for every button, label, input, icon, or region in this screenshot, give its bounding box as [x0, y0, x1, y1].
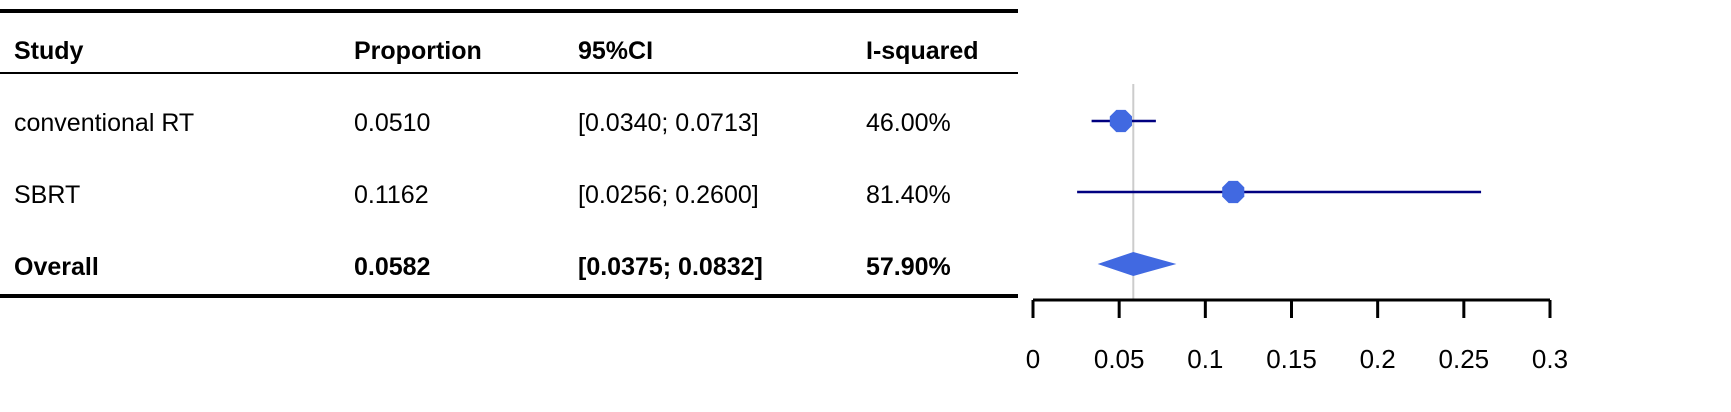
row-conventional-i2: 46.00%: [866, 109, 951, 137]
point-estimate-conventional-rt: [1109, 109, 1132, 133]
x-tick-label-4: 0.2: [1360, 344, 1396, 374]
table-top-rule: [0, 9, 1018, 13]
row-overall-i2: 57.90%: [866, 253, 951, 281]
row-overall-study: Overall: [14, 253, 99, 281]
x-tick-label-0: 0: [1026, 344, 1040, 374]
row-overall-proportion: 0.0582: [354, 253, 431, 281]
row-sbrt-study: SBRT: [14, 181, 81, 209]
row-sbrt-i2: 81.40%: [866, 181, 951, 209]
header-study: Study: [14, 37, 84, 65]
x-tick-label-5: 0.25: [1439, 344, 1490, 374]
header-i-squared: I-squared: [866, 37, 979, 65]
header-proportion: Proportion: [354, 37, 482, 65]
table-bottom-rule: [0, 294, 1018, 298]
point-estimate-sbrt: [1222, 180, 1245, 204]
overall-diamond: [1097, 252, 1177, 276]
x-tick-label-3: 0.15: [1266, 344, 1317, 374]
x-tick-label-2: 0.1: [1187, 344, 1223, 374]
row-conventional-proportion: 0.0510: [354, 109, 431, 137]
x-tick-label-1: 0.05: [1094, 344, 1145, 374]
row-conventional-study: conventional RT: [14, 109, 195, 137]
row-sbrt-proportion: 0.1162: [354, 181, 429, 209]
x-tick-label-6: 0.3: [1532, 344, 1568, 374]
table-header-rule: [0, 72, 1018, 74]
row-conventional-ci: [0.0340; 0.0713]: [578, 109, 759, 137]
row-sbrt-ci: [0.0256; 0.2600]: [578, 181, 759, 209]
header-ci: 95%CI: [578, 37, 654, 65]
row-overall-ci: [0.0375; 0.0832]: [578, 253, 763, 281]
